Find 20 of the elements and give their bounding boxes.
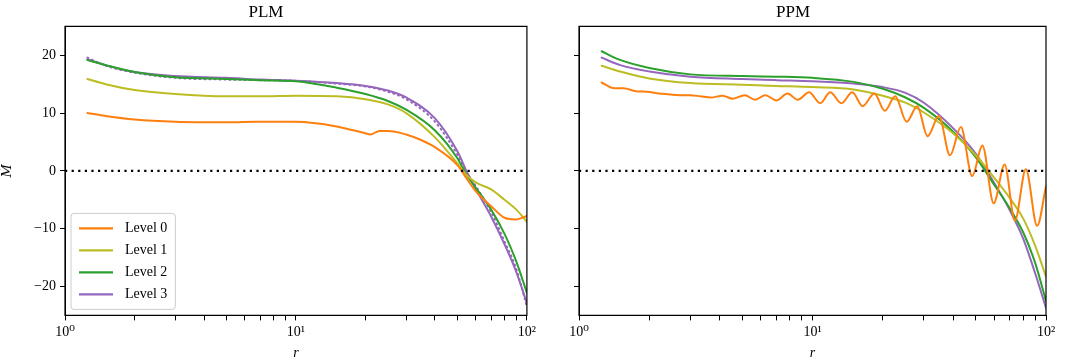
legend-label: Level 1 (125, 242, 168, 258)
legend-label: Level 3 (125, 286, 168, 302)
chart-title: PPM (775, 1, 811, 21)
x-tick-label: 10⁰ (55, 324, 76, 340)
x-tick-label: 10⁰ (569, 324, 590, 340)
y-tick-label: −20 (34, 278, 56, 294)
chart-title: PLM (248, 1, 284, 21)
y-tick-label: −10 (34, 220, 56, 236)
legend-label: Level 2 (125, 264, 168, 280)
x-tick-label: 10² (517, 324, 536, 340)
y-tick-label: 20 (42, 46, 56, 62)
legend-label: Level 0 (125, 220, 168, 236)
y-tick-label: 10 (42, 104, 56, 120)
x-axis-title: r (809, 345, 816, 361)
y-axis-title: Ṁ (0, 163, 15, 179)
x-tick-label: 10¹ (803, 324, 822, 340)
x-tick-label: 10¹ (286, 324, 306, 340)
x-tick-label: 10² (1036, 324, 1056, 340)
y-tick-label: 0 (49, 162, 56, 178)
x-axis-title: r (293, 345, 300, 361)
